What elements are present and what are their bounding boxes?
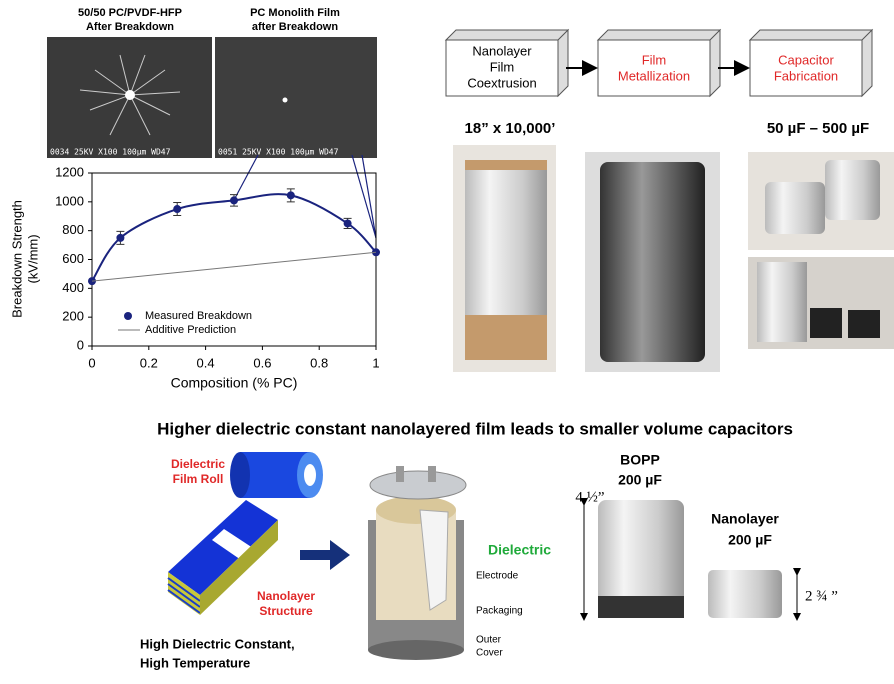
film-label: Structure [259, 604, 313, 618]
nanolayer-capacitor [708, 570, 782, 618]
y-tick-label: 200 [62, 309, 84, 324]
y-tick-label: 800 [62, 222, 84, 237]
micrograph-info: 0051 25KV X100 100µm WD47 [218, 148, 339, 157]
process-step: Film [642, 52, 667, 67]
capacitor [765, 182, 825, 234]
x-axis-label: Composition (% PC) [171, 375, 298, 391]
data-point [343, 219, 352, 228]
bopp-capacitor [598, 500, 684, 618]
capacitor [757, 262, 807, 342]
capacitor-range: 50 µF – 500 µF [767, 120, 869, 137]
legend-marker [124, 312, 132, 320]
capacitor [848, 310, 880, 338]
process-step: Fabrication [774, 68, 838, 83]
connector [361, 154, 377, 239]
chart: Composition (% PC) Breakdown Strength (k… [9, 164, 380, 391]
y-axis-label: (kV/mm) [25, 234, 40, 283]
x-tick-label: 0.6 [253, 355, 271, 370]
x-tick-label: 0 [88, 355, 95, 370]
part-label: Electrode [476, 571, 519, 582]
data-point [286, 191, 295, 200]
micrograph-title: 50/50 PC/PVDF-HFP [78, 7, 182, 19]
y-tick-label: 0 [77, 337, 84, 352]
bopp-base [598, 596, 684, 618]
series-line [91, 251, 377, 282]
y-tick-label: 400 [62, 280, 84, 295]
data-point [116, 233, 125, 242]
bopp-label: 200 µF [618, 472, 662, 488]
data-point [173, 205, 182, 214]
micrograph-title: After Breakdown [86, 21, 174, 33]
roll-label: 18” x 10,000’ [465, 120, 556, 137]
capacitor [810, 308, 842, 338]
process-flow [444, 28, 874, 98]
nano-label: Nanolayer [711, 511, 779, 527]
micrograph-title: after Breakdown [252, 21, 338, 33]
connector [233, 154, 259, 201]
bopp-height: 4 ½” [575, 489, 604, 505]
breakdown-tree [79, 54, 181, 136]
y-tick-label: 600 [62, 251, 84, 266]
nano-height: 2 ¾ ” [805, 588, 838, 604]
process-step: Capacitor [778, 52, 834, 67]
breakdown-spot [282, 97, 288, 103]
film-label: Film Roll [173, 472, 224, 486]
part-label: Dielectric [488, 542, 551, 558]
nano-label: 200 µF [728, 532, 772, 548]
connector [351, 154, 377, 239]
part-label: Packaging [476, 606, 523, 617]
capacitor-cutaway [368, 466, 467, 660]
x-tick-label: 0.4 [197, 355, 215, 370]
data-point [230, 196, 238, 205]
breakdown-spot [125, 90, 135, 100]
film-diagram [167, 452, 350, 615]
bopp-label: BOPP [620, 452, 660, 468]
part-label: Outer [476, 635, 502, 646]
process-step: Film [490, 59, 515, 74]
film-roll [465, 170, 547, 315]
headline: Higher dielectric constant nanolayered f… [157, 419, 793, 438]
legend-label: Additive Prediction [145, 324, 236, 336]
capacitor [825, 160, 880, 220]
film-label: Dielectric [171, 457, 225, 471]
part-label: Cover [476, 648, 503, 659]
micrograph-info: 0034 25KV X100 100µm WD47 [50, 148, 171, 157]
x-tick-label: 1 [372, 355, 379, 370]
process-step: Coextrusion [467, 75, 536, 90]
film-label: Nanolayer [257, 589, 315, 603]
process-step: Nanolayer [472, 43, 532, 58]
y-tick-label: 1200 [55, 164, 84, 179]
micrograph-title: PC Monolith Film [250, 7, 340, 19]
metallized-rolls [600, 162, 705, 362]
y-tick-label: 1000 [55, 193, 84, 208]
x-tick-label: 0.8 [310, 355, 328, 370]
film-caption: High Dielectric Constant, [140, 636, 295, 651]
process-step: Metallization [618, 68, 690, 83]
series-line [91, 193, 377, 282]
micrograph [215, 37, 377, 158]
x-tick-label: 0.2 [140, 355, 158, 370]
legend-label: Measured Breakdown [145, 310, 252, 322]
film-caption: High Temperature [140, 655, 250, 670]
y-axis-label: Breakdown Strength [9, 200, 24, 318]
